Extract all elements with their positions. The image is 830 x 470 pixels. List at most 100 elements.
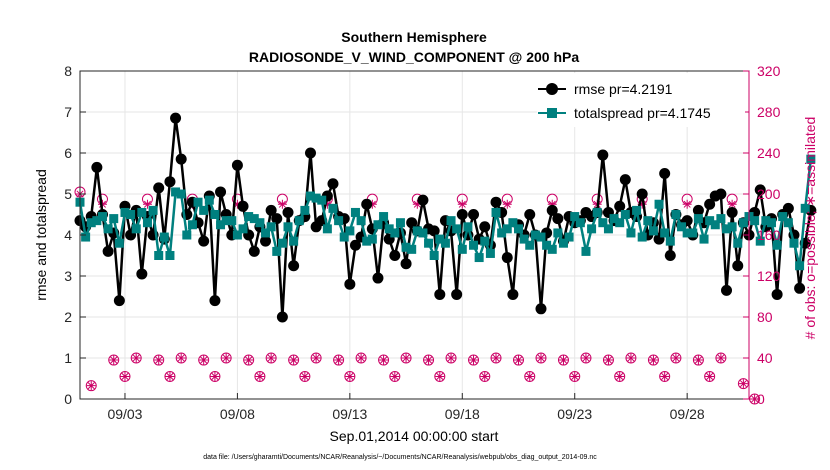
- rmse-point: [535, 303, 547, 315]
- totalspread-point: [485, 248, 495, 258]
- totalspread-point: [682, 228, 692, 238]
- rmse-point: [501, 252, 513, 264]
- obs-count-markers: [74, 186, 761, 405]
- totalspread-point: [643, 216, 653, 226]
- rmse-point: [153, 182, 165, 194]
- x-tick-label: 09/23: [557, 406, 592, 422]
- totalspread-point: [216, 220, 226, 230]
- rmse-point: [794, 282, 806, 294]
- totalspread-point: [238, 224, 248, 234]
- obs-possible-marker: [333, 354, 345, 366]
- totalspread-point: [244, 212, 254, 222]
- rmse-point: [664, 250, 676, 261]
- totalspread-point: [379, 212, 389, 222]
- obs-possible-marker: [299, 370, 311, 382]
- obs-possible-marker: [344, 370, 356, 382]
- totalspread-point: [171, 187, 181, 197]
- totalspread-point: [255, 218, 265, 228]
- obs-possible-marker: [130, 352, 142, 364]
- rmse-point: [721, 284, 733, 296]
- obs-assimilated-marker: [390, 371, 400, 381]
- obs-assimilated-marker: [469, 355, 479, 365]
- obs-possible-marker: [513, 354, 525, 366]
- totalspread-point: [581, 246, 591, 256]
- obs-assimilated-marker: [356, 353, 366, 363]
- totalspread-point: [632, 205, 642, 215]
- x-tick-label: 09/08: [220, 406, 255, 422]
- totalspread-point: [654, 199, 664, 209]
- x-tick-label: 09/03: [107, 406, 142, 422]
- obs-possible-marker: [749, 393, 761, 405]
- totalspread-point: [384, 224, 394, 234]
- totalspread-point: [665, 236, 675, 246]
- obs-assimilated-marker: [412, 199, 422, 209]
- chart-title: Southern Hemisphere: [341, 29, 487, 45]
- totalspread-point: [648, 226, 658, 236]
- rmse-point: [136, 268, 148, 280]
- totalspread-point: [733, 238, 743, 248]
- obs-possible-marker: [220, 352, 232, 364]
- totalspread-point: [362, 236, 372, 246]
- obs-possible-marker: [647, 354, 659, 366]
- totalspread-point: [564, 232, 574, 242]
- totalspread-point: [103, 224, 113, 234]
- obs-possible-marker: [153, 354, 165, 366]
- totalspread-point: [570, 212, 580, 222]
- obs-assimilated-marker: [660, 371, 670, 381]
- totalspread-point: [710, 220, 720, 230]
- obs-possible-marker: [535, 352, 547, 364]
- totalspread-point: [193, 197, 203, 207]
- rmse-point: [597, 149, 609, 161]
- rmse-point: [479, 221, 491, 233]
- obs-possible-marker: [310, 352, 322, 364]
- totalspread-point: [519, 234, 529, 244]
- rmse-point: [546, 204, 558, 216]
- obs-assimilated-marker: [221, 353, 231, 363]
- rmse-point: [344, 278, 356, 290]
- totalspread-point: [463, 222, 473, 232]
- y-axis-label: rmse and totalspread: [33, 169, 49, 301]
- totalspread-point: [339, 232, 349, 242]
- obs-assimilated-marker: [311, 353, 321, 363]
- totalspread-point: [688, 228, 698, 238]
- obs-assimilated-marker: [210, 371, 220, 381]
- rmse-point: [248, 245, 260, 257]
- totalspread-point: [97, 212, 107, 222]
- totalspread-point: [210, 210, 220, 219]
- totalspread-point: [232, 230, 242, 240]
- rmse-point: [434, 288, 446, 300]
- obs-possible-marker: [164, 370, 176, 382]
- y-tick-label: 6: [64, 145, 72, 161]
- obs-assimilated-marker: [626, 353, 636, 363]
- totalspread-point: [693, 214, 703, 224]
- y2-tick-label: 240: [757, 145, 781, 161]
- totalspread-point: [126, 210, 136, 219]
- obs-assimilated-marker: [671, 353, 681, 363]
- obs-assimilated-marker: [738, 379, 748, 389]
- totalspread-point: [609, 214, 619, 224]
- obs-assimilated-marker: [716, 353, 726, 363]
- obs-assimilated-marker: [255, 371, 265, 381]
- totalspread-point: [795, 261, 805, 271]
- obs-assimilated-marker: [176, 353, 186, 363]
- obs-assimilated-marker: [109, 355, 119, 365]
- obs-assimilated-marker: [480, 371, 490, 381]
- obs-possible-marker: [198, 354, 210, 366]
- obs-possible-marker: [434, 370, 446, 382]
- rmse-point: [361, 198, 373, 210]
- obs-possible-marker: [378, 354, 390, 366]
- totalspread-point: [620, 210, 630, 219]
- rmse-point: [715, 188, 727, 200]
- totalspread-point: [227, 216, 237, 226]
- obs-possible-marker: [625, 352, 637, 364]
- totalspread-point: [142, 218, 152, 228]
- totalspread-point: [722, 224, 732, 234]
- rmse-point: [754, 184, 766, 196]
- totalspread-point: [789, 238, 799, 248]
- obs-assimilated-marker: [86, 381, 96, 391]
- obs-assimilated-marker: [165, 371, 175, 381]
- rmse-point: [102, 245, 114, 257]
- totalspread-point: [367, 234, 377, 244]
- totalspread-point: [187, 220, 197, 230]
